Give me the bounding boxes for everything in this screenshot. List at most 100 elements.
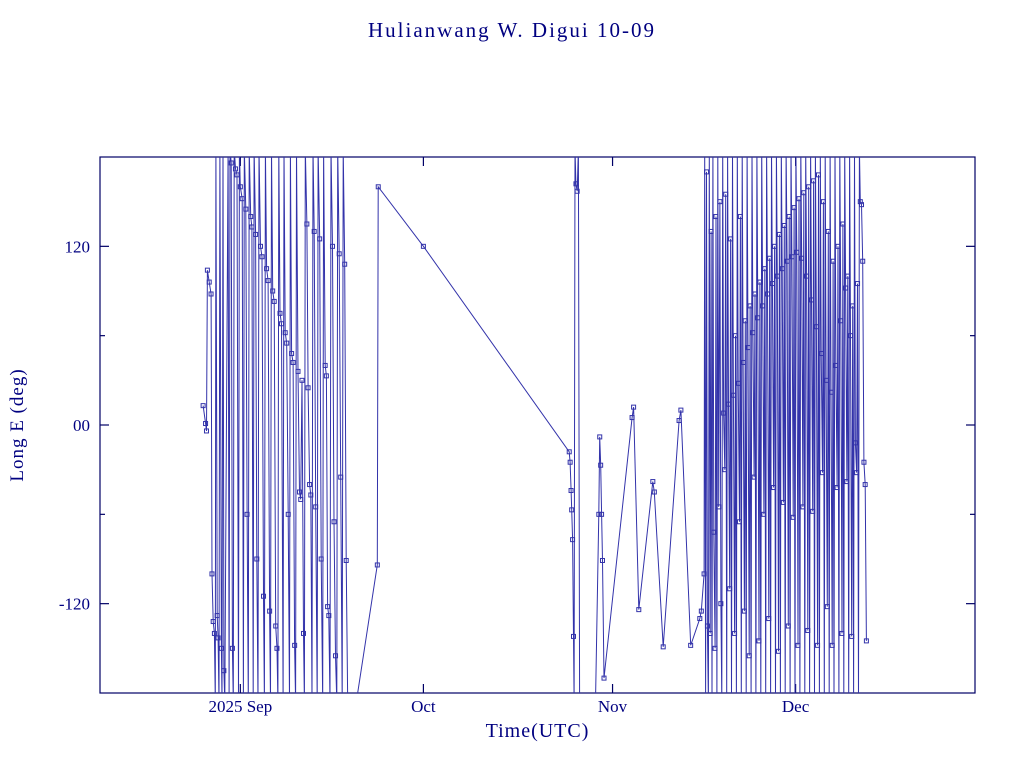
- data-point-marker: [267, 608, 273, 614]
- data-point-marker: [374, 562, 380, 568]
- data-point-marker: [752, 291, 758, 297]
- data-point-marker: [712, 645, 718, 651]
- data-point-marker: [845, 273, 851, 279]
- data-point-marker: [208, 291, 214, 297]
- data-point-marker: [771, 485, 777, 491]
- data-point-marker: [569, 507, 575, 513]
- data-point-marker: [808, 297, 814, 303]
- data-point-marker: [232, 166, 238, 172]
- data-point-marker: [722, 467, 728, 473]
- data-point-marker: [776, 231, 782, 237]
- data-point-marker: [819, 470, 825, 476]
- data-point-marker: [676, 418, 682, 424]
- data-point-marker: [282, 330, 288, 336]
- data-point-marker: [860, 258, 866, 264]
- data-point-marker: [273, 623, 279, 629]
- data-point-marker: [806, 184, 812, 190]
- data-point-marker: [711, 529, 717, 535]
- data-point-marker: [794, 249, 800, 255]
- data-point-marker: [218, 645, 224, 651]
- data-point-marker: [701, 571, 707, 577]
- data-point-marker: [597, 434, 603, 440]
- data-point-marker: [766, 616, 772, 622]
- data-point-marker: [311, 228, 317, 234]
- data-point-marker: [254, 556, 260, 562]
- data-point-marker: [844, 479, 850, 485]
- data-point-marker: [825, 228, 831, 234]
- data-point-marker: [203, 421, 209, 427]
- data-point-marker: [323, 373, 329, 379]
- data-point-marker: [599, 557, 605, 563]
- data-point-marker: [317, 236, 323, 242]
- data-point-marker: [736, 519, 742, 525]
- data-point-marker: [730, 392, 736, 398]
- data-point-marker: [265, 278, 271, 284]
- y-tick-label: 120: [65, 237, 91, 256]
- data-point-marker: [573, 181, 579, 187]
- data-point-marker: [862, 482, 868, 488]
- data-point-marker: [567, 459, 573, 465]
- data-point-marker: [299, 377, 305, 383]
- data-point-marker: [769, 281, 775, 287]
- data-point-marker: [834, 485, 840, 491]
- data-point-marker: [859, 202, 865, 208]
- data-point-marker: [285, 511, 291, 517]
- data-point-marker: [740, 359, 746, 365]
- data-point-marker: [290, 359, 296, 365]
- data-point-marker: [215, 635, 221, 641]
- data-point-marker: [200, 403, 206, 409]
- data-point-marker: [297, 489, 303, 495]
- data-point-marker: [818, 351, 824, 357]
- data-point-marker: [745, 345, 751, 351]
- data-point-marker: [234, 172, 240, 178]
- data-point-marker: [243, 206, 249, 212]
- data-point-marker: [721, 410, 727, 416]
- data-point-marker: [756, 638, 762, 644]
- data-point-marker: [420, 243, 426, 249]
- data-point-marker: [791, 205, 797, 211]
- data-point-marker: [697, 616, 703, 622]
- data-point-marker: [331, 519, 337, 525]
- data-point-marker: [244, 511, 250, 517]
- data-point-marker: [704, 623, 710, 629]
- data-point-marker: [570, 537, 576, 543]
- data-point-marker: [848, 333, 854, 339]
- data-point-marker: [305, 385, 311, 391]
- data-point-marker: [784, 258, 790, 264]
- data-point-marker: [796, 196, 802, 202]
- data-point-marker: [300, 630, 306, 636]
- chart-title: Hulianwang W. Digui 10-09: [368, 18, 656, 42]
- data-point-marker: [823, 377, 829, 383]
- data-point-marker: [824, 604, 830, 610]
- data-point-marker: [329, 243, 335, 249]
- data-point-marker: [838, 318, 844, 324]
- data-point-marker: [289, 351, 295, 357]
- data-point-marker: [277, 310, 283, 316]
- data-point-marker: [660, 644, 666, 650]
- data-point-marker: [849, 633, 855, 639]
- data-point-marker: [755, 315, 761, 321]
- data-point-marker: [811, 178, 817, 184]
- data-point-marker: [375, 184, 381, 190]
- data-point-marker: [342, 261, 348, 267]
- data-point-marker: [678, 407, 684, 413]
- data-point-marker: [727, 586, 733, 592]
- data-point-marker: [723, 191, 729, 197]
- data-point-marker: [651, 489, 657, 495]
- data-point-marker: [863, 638, 869, 644]
- data-point-marker: [698, 608, 704, 614]
- data-point-marker: [336, 251, 342, 257]
- y-tick-label: 00: [73, 416, 90, 435]
- data-point-marker: [599, 511, 605, 517]
- data-point-marker: [717, 199, 723, 205]
- y-tick-label: -120: [59, 595, 90, 614]
- data-point-marker: [751, 474, 757, 480]
- data-point-marker: [850, 303, 856, 309]
- data-point-marker: [854, 470, 860, 476]
- data-point-marker: [636, 607, 642, 613]
- data-point-marker: [704, 169, 710, 175]
- data-point-marker: [325, 604, 331, 610]
- data-point-marker: [786, 214, 792, 220]
- data-point-marker: [820, 199, 826, 205]
